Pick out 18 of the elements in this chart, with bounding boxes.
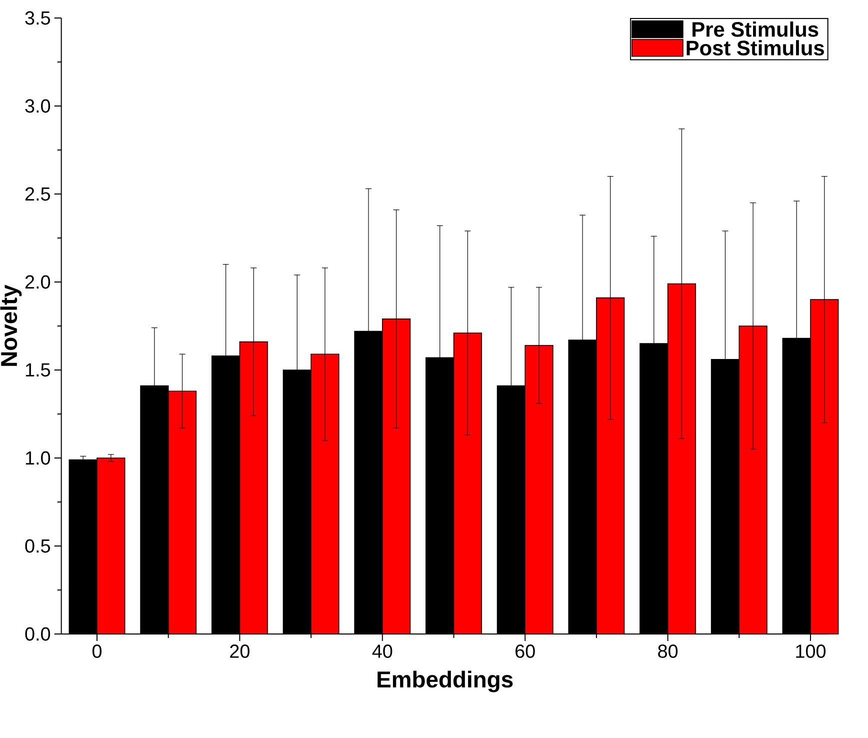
legend-label: Pre Stimulus bbox=[692, 21, 818, 37]
x-axis-title: Embeddings bbox=[378, 670, 513, 692]
x-tick-label: 0 bbox=[92, 644, 102, 658]
y-tick-label: 3.5 bbox=[25, 11, 50, 25]
y-tick-label: 2.0 bbox=[25, 275, 50, 289]
legend-label: Post Stimulus bbox=[686, 40, 824, 56]
x-tick-label: 20 bbox=[230, 644, 250, 658]
x-tick-label: 80 bbox=[658, 644, 678, 658]
x-tick-label: 60 bbox=[516, 644, 535, 658]
y-tick-label: 2.5 bbox=[25, 187, 50, 201]
y-tick-label: 0.0 bbox=[25, 627, 50, 641]
x-tick-label: 40 bbox=[372, 644, 392, 658]
y-tick-label: 3.0 bbox=[25, 99, 50, 113]
y-tick-label: 1.5 bbox=[26, 363, 50, 377]
y-tick-label: 0.5 bbox=[25, 539, 50, 553]
y-tick-label: 1.0 bbox=[26, 451, 50, 465]
x-tick-label: 100 bbox=[796, 644, 826, 658]
y-axis-title: Novelty bbox=[0, 284, 22, 366]
